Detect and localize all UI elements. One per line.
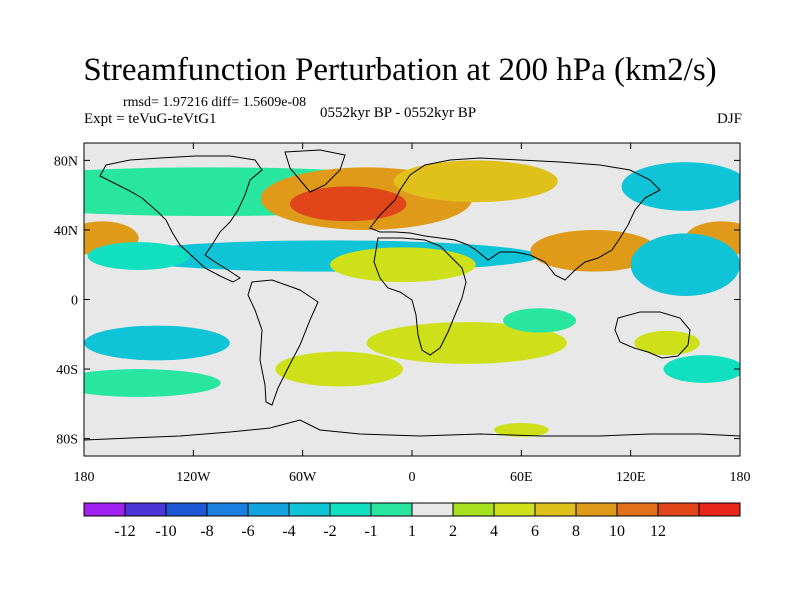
x-tick-label: 180: [730, 470, 751, 485]
field-region-9: [530, 229, 658, 272]
colorbar-label: 12: [650, 523, 666, 540]
period-label: 0552kyr BP - 0552kyr BP: [320, 105, 477, 121]
colorbar-label: 6: [531, 523, 539, 540]
colorbar-swatch: [616, 502, 659, 517]
colorbar-label: 8: [572, 523, 580, 540]
x-tick-label: 120E: [616, 470, 646, 485]
chart-title: Streamfunction Perturbation at 200 hPa (…: [83, 52, 717, 88]
colorbar-label: -2: [323, 523, 336, 540]
colorbar-label: 10: [609, 523, 625, 540]
field-region-8: [87, 242, 190, 270]
field-region-18: [84, 369, 221, 397]
colorbar-label: -4: [282, 523, 295, 540]
coast-eurasia: [369, 157, 661, 281]
colorbar-swatch: [575, 502, 618, 517]
colorbar-swatch: [288, 502, 331, 517]
coast-antarctica: [84, 419, 740, 441]
coast-north-america: [99, 155, 263, 283]
colorbar-swatch: [370, 502, 413, 517]
colorbar-label: -10: [155, 523, 176, 540]
field-region-2: [289, 186, 407, 222]
experiment-label: Expt = teVuG-teVtG1: [84, 111, 217, 127]
colorbar-label: -12: [114, 523, 135, 540]
colorbar-label: 2: [449, 523, 457, 540]
colorbar-swatch: [206, 502, 249, 517]
colorbar-swatch: [247, 502, 290, 517]
y-tick-label: 80N: [54, 154, 78, 169]
coast-africa: [373, 237, 467, 356]
field-region-14: [275, 351, 403, 387]
colorbar-swatch: [534, 502, 577, 517]
colorbar: -12 -10 -8 -6 -4 -2 -1 1 2 4 6 8 10 12: [83, 502, 741, 540]
colorbar-swatch: [493, 502, 536, 517]
y-tick-label: 40N: [54, 224, 78, 239]
field-region-11: [330, 247, 476, 283]
colorbar-swatch: [83, 502, 126, 517]
colorbar-swatch: [165, 502, 208, 517]
field-region-12: [84, 325, 230, 361]
field-region-4: [621, 162, 740, 211]
field-region-3: [393, 160, 558, 203]
field-layer: [84, 160, 740, 437]
x-tick-label: 60W: [289, 470, 317, 485]
y-tick-label: 80S: [56, 433, 78, 448]
x-tick-label: 180: [74, 470, 95, 485]
axes: 180 120W 60W 0 60E 120E 180 80N 40N 0 40S 80S: [54, 143, 751, 485]
y-tick-label: 0: [71, 294, 78, 309]
coast-australia: [614, 311, 691, 359]
colorbar-label: 1: [408, 523, 416, 540]
x-tick-label: 0: [409, 470, 416, 485]
colorbar-label: -1: [364, 523, 377, 540]
stats-label: rmsd= 1.97216 diff= 1.5609e-08: [123, 95, 307, 110]
coast-greenland: [284, 149, 346, 193]
colorbar-label: 4: [490, 523, 498, 540]
x-tick-label: 60E: [510, 470, 533, 485]
colorbar-swatch: [698, 502, 741, 517]
field-region-16: [634, 330, 700, 356]
colorbar-label: -6: [241, 523, 254, 540]
colorbar-swatch: [657, 502, 700, 517]
season-label: DJF: [716, 111, 742, 127]
field-region-19: [493, 422, 549, 437]
coastlines: [84, 149, 740, 441]
colorbar-swatch: [411, 502, 454, 517]
x-tick-label: 120W: [176, 470, 211, 485]
coast-south-america: [247, 279, 319, 406]
y-tick-label: 40S: [56, 363, 78, 378]
colorbar-label: -8: [200, 523, 213, 540]
colorbar-swatch: [124, 502, 167, 517]
field-region-13: [366, 322, 567, 364]
field-region-15: [503, 308, 576, 333]
field-region-10: [630, 233, 740, 297]
colorbar-swatch: [452, 502, 495, 517]
field-region-17: [663, 355, 740, 383]
colorbar-swatch: [329, 502, 372, 517]
